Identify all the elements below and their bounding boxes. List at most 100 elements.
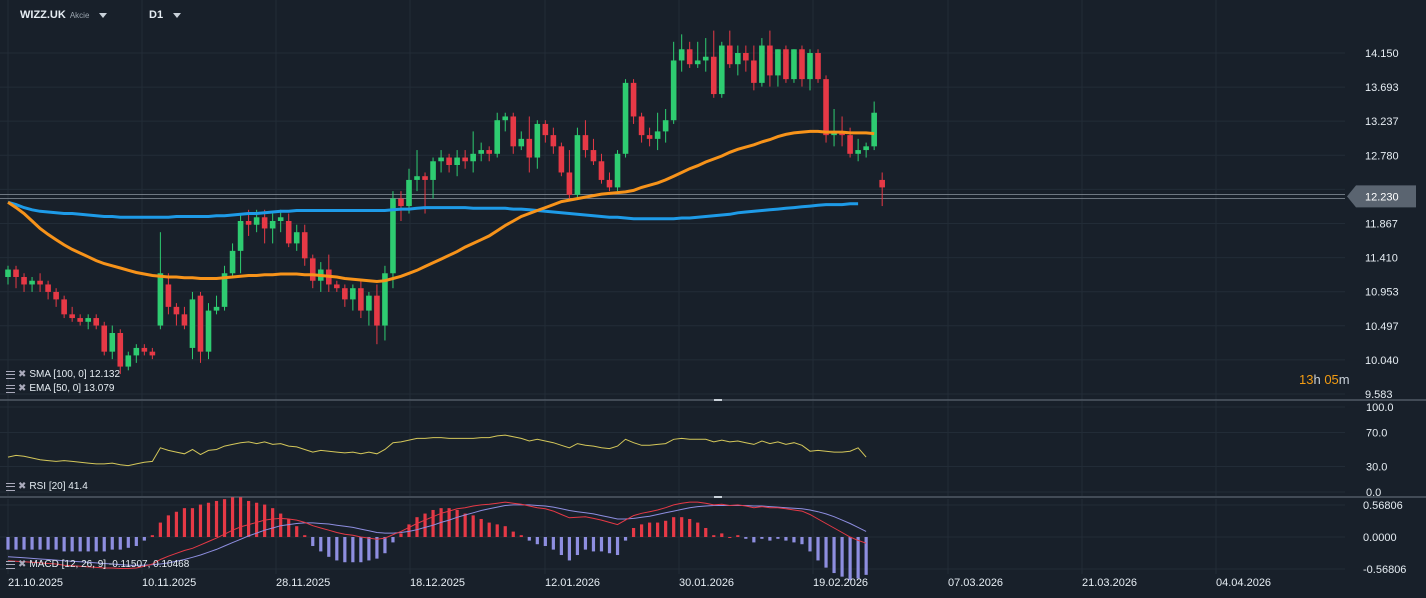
candle-down: [77, 318, 83, 322]
rsi-tick-label: 100.0: [1366, 402, 1394, 414]
candle-down: [686, 49, 693, 65]
macd-histogram-bar: [760, 537, 764, 539]
candle-up: [670, 60, 677, 121]
macd-histogram-bar: [648, 522, 652, 537]
candle-up: [221, 273, 228, 307]
candle-down: [815, 53, 821, 80]
macd-histogram-bar: [503, 526, 507, 537]
candle-up: [718, 45, 725, 95]
macd-histogram-bar: [704, 527, 708, 537]
close-icon[interactable]: ✖: [18, 481, 27, 492]
candle-up: [5, 269, 11, 277]
candle-up: [855, 150, 861, 154]
candle-up: [502, 116, 509, 121]
settings-lines-icon[interactable]: [6, 560, 15, 569]
macd-line: [7, 501, 867, 569]
timeframe-selector[interactable]: D1: [149, 9, 182, 21]
candle-up: [205, 310, 212, 352]
macd-histogram-bar: [38, 537, 42, 550]
candle-down: [197, 295, 204, 352]
countdown-h-unit: h: [1313, 372, 1321, 387]
macd-histogram-bar: [848, 537, 852, 581]
candle-down: [630, 82, 637, 117]
price-tick-label: 10.040: [1365, 355, 1399, 367]
candle-down: [69, 314, 75, 319]
macd-histogram-bar: [664, 520, 668, 537]
candle-down: [710, 56, 717, 95]
candle-down: [374, 295, 380, 326]
candle-up: [574, 135, 581, 195]
candle-up: [237, 220, 244, 251]
macd-histogram-bar: [864, 537, 868, 575]
candle-down: [245, 220, 252, 225]
symbol-selector[interactable]: WIZZ.UK Akcie: [20, 9, 108, 21]
candle-down: [45, 284, 51, 292]
close-icon[interactable]: ✖: [18, 559, 27, 570]
close-icon[interactable]: ✖: [18, 383, 27, 394]
candle-down: [847, 135, 853, 154]
candle-down: [526, 138, 533, 158]
candle-down: [542, 123, 549, 136]
chevron-down-icon: [99, 12, 108, 18]
macd-histogram-bar: [744, 537, 748, 539]
date-tick-label: 30.01.2026: [679, 577, 734, 589]
date-tick-label: 12.01.2026: [545, 577, 600, 589]
macd-histogram-bar: [463, 513, 467, 537]
candle-down: [61, 299, 67, 315]
date-tick-label: 21.03.2026: [1082, 577, 1137, 589]
macd-histogram-bar: [607, 537, 612, 554]
date-tick-label: 21.10.2025: [8, 577, 63, 589]
candle-down: [646, 135, 653, 139]
price-tick-label: 10.497: [1365, 321, 1399, 333]
macd-histogram-bar: [720, 533, 724, 537]
price-tick-label: 13.237: [1365, 116, 1399, 128]
rsi-legend: ✖ RSI [20] 41.4: [6, 481, 88, 492]
macd-histogram-bar: [800, 537, 804, 545]
macd-histogram-bar: [311, 537, 315, 547]
candle-down: [149, 351, 156, 356]
candle-up: [133, 347, 140, 356]
settings-lines-icon[interactable]: [6, 384, 15, 393]
rsi-label: RSI [20] 41.4: [29, 481, 88, 492]
candle-up: [622, 82, 629, 154]
ema-label: EMA [50, 0] 13.079: [29, 383, 115, 394]
candle-down: [638, 116, 645, 136]
candle-up: [775, 49, 781, 76]
candle-down: [398, 198, 404, 207]
date-tick-label: 07.03.2026: [948, 577, 1003, 589]
macd-histogram-bar: [399, 533, 403, 537]
macd-histogram-bar: [575, 537, 580, 556]
macd-histogram-bar: [511, 531, 515, 537]
countdown-m-unit: m: [1338, 372, 1350, 387]
macd-histogram-bar: [367, 537, 371, 561]
rsi-tick-label: 0.0: [1366, 487, 1381, 499]
ema-legend: ✖ EMA [50, 0] 13.079: [6, 383, 114, 394]
symbol-name: WIZZ.UK: [20, 9, 66, 21]
macd-legend: ✖ MACD [12, 26, 9] -0.11507, 0.10468: [6, 559, 189, 570]
candle-up: [269, 220, 276, 229]
macd-histogram-bar: [423, 513, 427, 537]
candle-up: [863, 146, 869, 151]
macd-histogram-bar: [271, 508, 275, 537]
macd-histogram-bar: [22, 537, 26, 550]
macd-histogram-bar: [784, 537, 788, 541]
date-tick-label: 19.02.2026: [813, 577, 868, 589]
candle-up: [534, 123, 541, 158]
macd-histogram-bar: [46, 537, 50, 550]
candle-up: [871, 112, 877, 147]
settings-lines-icon[interactable]: [6, 482, 15, 491]
candle-up: [213, 306, 220, 311]
close-icon[interactable]: ✖: [18, 369, 27, 380]
candle-down: [53, 291, 59, 300]
macd-histogram-bar: [102, 537, 106, 552]
candle-down: [21, 276, 27, 285]
macd-histogram-bar: [182, 508, 187, 537]
macd-signal-line: [7, 504, 867, 566]
macd-histogram-bar: [78, 537, 82, 552]
rsi-tick-label: 70.0: [1366, 428, 1387, 440]
macd-histogram-bar: [543, 537, 547, 547]
settings-lines-icon[interactable]: [6, 370, 15, 379]
candle-down: [446, 157, 452, 165]
macd-histogram-bar: [712, 535, 716, 537]
